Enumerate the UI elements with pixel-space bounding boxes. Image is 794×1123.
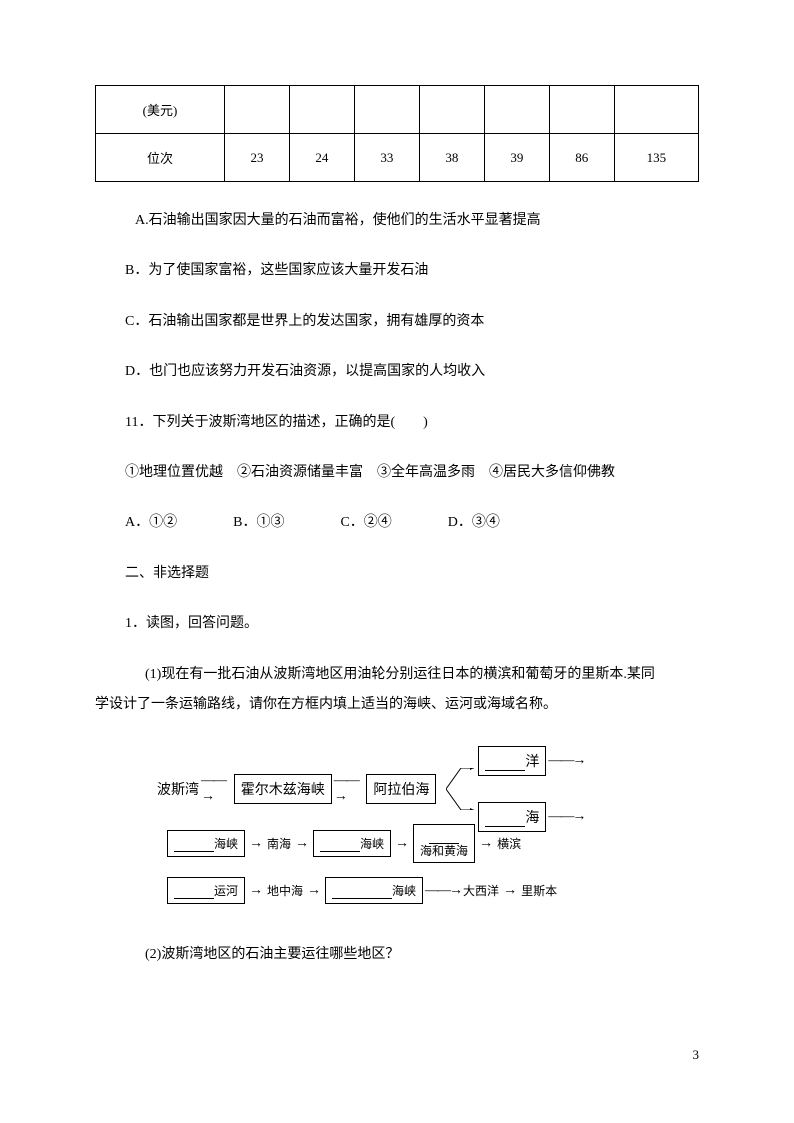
cell-value: 24 — [289, 134, 354, 182]
flow-mediterranean: 地中海 — [267, 882, 303, 899]
flow-box-strait2-blank: 海峡 — [313, 830, 391, 857]
arrow-icon: ——→ — [332, 773, 367, 805]
flow-box-strait3-blank: 海峡 — [325, 877, 423, 904]
arrow-icon: → — [499, 883, 521, 899]
flow-box-arabian: 阿拉伯海 — [366, 774, 436, 804]
arrow-icon: ——→ — [423, 883, 463, 899]
suffix-canal: 运河 — [214, 884, 238, 898]
q1-title: 1．读图，回答问题。 — [95, 613, 699, 635]
flow-row-3: 运河 → 地中海 → 海峡 ——→ 大西洋 → 里斯本 — [167, 877, 637, 904]
cell-value: 135 — [614, 134, 698, 182]
cell-value: 33 — [354, 134, 419, 182]
flow-start: 波斯湾 — [157, 779, 199, 799]
sea-yellow-label: 海和黄海 — [420, 844, 468, 858]
flow-box-canal-blank: 运河 — [167, 877, 245, 904]
flow-box-ocean-blank: 洋 — [478, 746, 546, 776]
flow-box-sea-blank: 海 — [478, 802, 546, 832]
arrow-icon: → — [245, 836, 267, 852]
option-c: C．石油输出国家都是世界上的发达国家，拥有雄厚的资本 — [95, 311, 699, 333]
page-number: 3 — [693, 1047, 700, 1063]
row2-label: 位次 — [96, 134, 225, 182]
data-table: (美元) 位次 23 24 33 38 39 86 135 — [95, 85, 699, 182]
section-header: 二、非选择题 — [95, 563, 699, 585]
arrow-icon: → — [303, 883, 325, 899]
q11-statements: ①地理位置优越 ②石油资源储量丰富 ③全年高温多雨 ④居民大多信仰佛教 — [95, 462, 699, 484]
q11-question: 11．下列关于波斯湾地区的描述，正确的是( ) — [95, 412, 699, 434]
flow-dest-yokohama: 横滨 — [497, 835, 521, 852]
arrow-icon: → — [475, 836, 497, 852]
cell-value: 38 — [419, 134, 484, 182]
arrow-icon: → — [291, 836, 313, 852]
flowchart: 波斯湾 ——→ 霍尔木兹海峡 ——→ 阿拉伯海 洋 ——→ 海 — [157, 744, 637, 904]
flow-box-seas: 海和黄海 — [413, 824, 475, 863]
flow-dest-lisbon: 里斯本 — [521, 882, 557, 899]
branch-down: 海 ——→ — [478, 802, 586, 832]
cell-value: 23 — [224, 134, 289, 182]
q1-2: (2)波斯湾地区的石油主要运往哪些地区？ — [95, 944, 699, 966]
flow-row-1: 波斯湾 ——→ 霍尔木兹海峡 ——→ 阿拉伯海 洋 ——→ 海 — [157, 754, 637, 824]
cell-empty — [549, 86, 614, 134]
option-a: A.石油输出国家因大量的石油而富裕，使他们的生活水平显著提高 — [95, 210, 699, 232]
suffix-strait3: 海峡 — [392, 884, 416, 898]
cell-empty — [224, 86, 289, 134]
q11-options: A．①② B．①③ C．②④ D．③④ — [95, 512, 699, 534]
flow-south-china-sea: 南海 — [267, 835, 291, 852]
table-row: 位次 23 24 33 38 39 86 135 — [96, 134, 699, 182]
flow-box-strait-blank: 海峡 — [167, 830, 245, 857]
arrow-icon: ——→ — [199, 773, 234, 805]
arrow-icon: → — [245, 883, 267, 899]
cell-value: 39 — [484, 134, 549, 182]
q1-1-line2: 学设计了一条运输路线，请你在方框内填上适当的海峡、运河或海域名称。 — [95, 694, 699, 716]
cell-empty — [419, 86, 484, 134]
cell-empty — [354, 86, 419, 134]
option-b: B．为了使国家富裕，这些国家应该大量开发石油 — [95, 260, 699, 282]
branch-container: 洋 ——→ 海 ——→ — [466, 754, 637, 824]
cell-empty — [289, 86, 354, 134]
arrow-icon: ——→ — [546, 753, 586, 769]
suffix-strait: 海峡 — [214, 837, 238, 851]
option-d: D．也门也应该努力开发石油资源，以提高国家的人均收入 — [95, 361, 699, 383]
arrow-icon: ——→ — [546, 809, 586, 825]
suffix-strait2: 海峡 — [360, 837, 384, 851]
flow-box-hormuz: 霍尔木兹海峡 — [234, 774, 332, 804]
suffix-ocean: 洋 — [525, 755, 539, 770]
arrow-icon: → — [391, 836, 413, 852]
cell-empty — [484, 86, 549, 134]
table-row: (美元) — [96, 86, 699, 134]
q1-1-line1: (1)现在有一批石油从波斯湾地区用油轮分别运往日本的横滨和葡萄牙的里斯本.某同 — [95, 664, 699, 686]
suffix-sea: 海 — [525, 811, 539, 826]
row1-label: (美元) — [96, 86, 225, 134]
branch-up: 洋 ——→ — [478, 746, 586, 776]
flow-atlantic: 大西洋 — [463, 882, 499, 899]
cell-empty — [614, 86, 698, 134]
cell-value: 86 — [549, 134, 614, 182]
